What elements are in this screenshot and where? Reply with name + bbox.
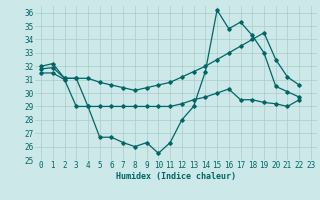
X-axis label: Humidex (Indice chaleur): Humidex (Indice chaleur)	[116, 172, 236, 181]
